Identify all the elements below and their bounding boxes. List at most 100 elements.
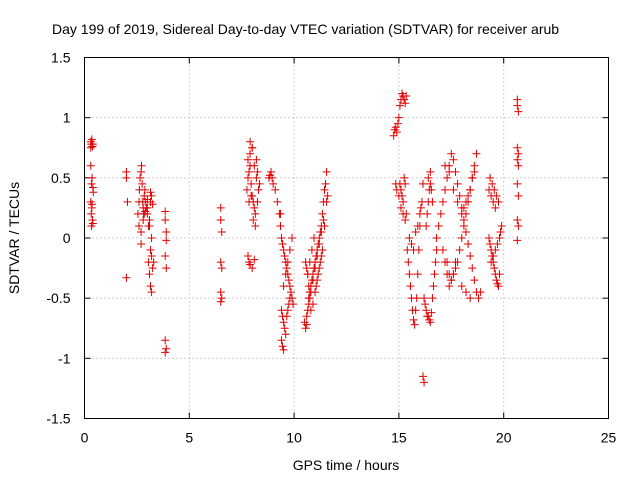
data-point <box>476 288 485 297</box>
data-point <box>252 173 261 182</box>
data-point <box>216 215 225 224</box>
axis-ticks <box>84 57 609 419</box>
data-point <box>395 101 404 110</box>
data-point <box>445 167 454 176</box>
data-point <box>466 294 475 303</box>
data-point <box>148 200 157 209</box>
data-point <box>410 320 419 329</box>
data-point <box>307 246 316 255</box>
data-point <box>420 378 429 387</box>
data-point <box>461 197 470 206</box>
data-point <box>216 297 225 306</box>
data-point <box>278 240 287 249</box>
data-point <box>149 258 158 267</box>
x-tick-label: 25 <box>601 430 617 446</box>
y-tick-label: 1 <box>63 110 71 126</box>
data-point <box>139 215 148 224</box>
data-point <box>146 246 155 255</box>
data-point <box>419 372 428 381</box>
data-point <box>405 234 414 242</box>
data-point <box>251 209 260 218</box>
data-point <box>409 246 418 255</box>
data-point <box>147 288 156 297</box>
data-point <box>322 197 331 206</box>
data-point <box>250 203 259 212</box>
data-point <box>453 197 462 206</box>
data-point <box>136 173 145 182</box>
data-point <box>138 179 147 188</box>
data-point <box>401 179 410 188</box>
data-point <box>252 155 261 164</box>
data-point <box>147 252 156 261</box>
data-point <box>449 155 458 164</box>
y-axis-label: SDTVAR / TECUs <box>6 182 22 294</box>
data-point <box>513 236 522 245</box>
data-point <box>147 191 156 200</box>
data-point <box>161 215 170 224</box>
data-point <box>466 185 475 194</box>
data-point <box>145 221 154 230</box>
data-point <box>146 282 155 291</box>
data-point <box>513 179 522 188</box>
data-point <box>419 179 428 188</box>
data-point <box>89 188 98 197</box>
data-point <box>323 191 332 200</box>
data-point <box>285 246 294 255</box>
data-point <box>468 264 477 273</box>
data-point <box>318 209 327 218</box>
data-point <box>243 252 252 261</box>
data-point <box>284 300 293 309</box>
data-point <box>86 161 95 170</box>
data-point <box>279 318 288 327</box>
data-point <box>282 264 291 273</box>
data-point <box>288 234 297 242</box>
data-point <box>513 155 522 164</box>
data-point <box>436 209 445 218</box>
data-point <box>402 92 411 101</box>
x-axis-label: GPS time / hours <box>293 457 400 473</box>
data-point <box>321 179 330 188</box>
data-point <box>513 215 522 224</box>
data-point <box>314 270 323 279</box>
data-point <box>246 137 255 146</box>
data-point <box>421 300 430 309</box>
data-point <box>427 308 436 317</box>
data-point <box>394 191 403 200</box>
data-point <box>489 252 498 261</box>
data-point <box>243 155 252 164</box>
data-point <box>306 306 315 315</box>
data-point <box>489 197 498 206</box>
data-point <box>145 270 154 279</box>
data-point <box>305 294 314 303</box>
data-point <box>459 221 468 230</box>
data-point <box>245 167 254 176</box>
data-point <box>426 318 435 327</box>
data-point <box>486 173 495 182</box>
data-point <box>308 300 317 309</box>
data-point <box>277 234 286 242</box>
data-point <box>495 234 504 242</box>
data-point <box>217 294 226 303</box>
data-point <box>492 276 501 285</box>
data-point <box>513 101 522 110</box>
data-point <box>457 209 466 218</box>
data-point <box>426 179 435 188</box>
data-point <box>441 185 450 194</box>
data-point <box>276 221 285 230</box>
data-point <box>322 167 331 176</box>
data-point <box>485 185 494 194</box>
data-point <box>250 161 259 170</box>
data-point <box>282 312 291 321</box>
data-point <box>422 221 431 230</box>
data-point <box>490 264 499 273</box>
data-point <box>301 324 310 333</box>
data-point <box>285 294 294 303</box>
data-point <box>317 227 326 236</box>
data-point <box>271 185 280 194</box>
data-point <box>310 234 319 242</box>
data-point <box>161 207 170 216</box>
data-point <box>87 179 96 188</box>
data-point <box>401 99 410 108</box>
data-point <box>468 173 477 182</box>
data-point <box>320 221 329 230</box>
